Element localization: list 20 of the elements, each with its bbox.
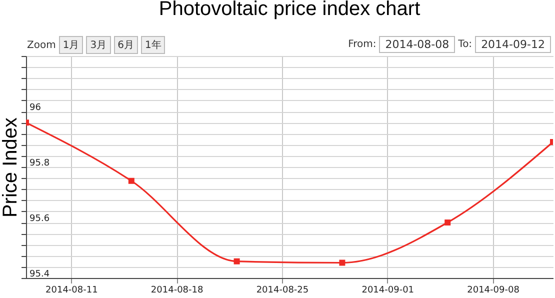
text: From: — [348, 39, 376, 50]
text: Zoom — [27, 40, 56, 50]
y-tick-label: 95.6 — [30, 214, 50, 224]
text: 2014-08-08 — [379, 36, 456, 53]
text: 1年 — [140, 36, 166, 54]
text: 3月 — [86, 36, 111, 54]
x-tick-label: 2014-08-18 — [150, 286, 204, 296]
y-tick-label: 95.4 — [30, 270, 50, 280]
text: 1月 — [58, 36, 84, 54]
text: 2014-09-12 — [475, 36, 551, 53]
x-tick-label: 2014-08-25 — [256, 286, 309, 296]
y-tick-label: 96 — [30, 103, 42, 113]
y-tick-label: 95.8 — [30, 158, 50, 168]
text: To: — [458, 39, 472, 50]
x-tick-label: 2014-09-01 — [362, 286, 414, 296]
y-axis-title: Price Index — [0, 117, 22, 218]
text: 6月 — [114, 36, 138, 54]
x-tick-label: 2014-08-11 — [46, 286, 98, 296]
x-tick-label: 2014-09-08 — [467, 286, 520, 296]
chart-title: Photovoltaic price index chart — [158, 0, 421, 20]
